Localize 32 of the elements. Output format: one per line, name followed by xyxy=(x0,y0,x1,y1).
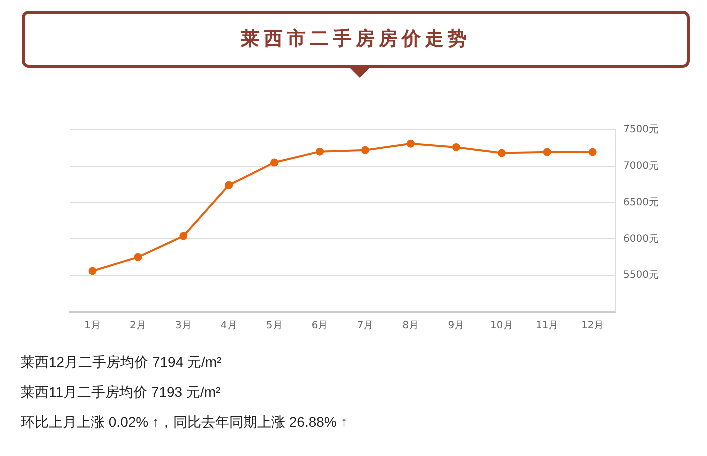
point xyxy=(225,181,234,190)
x-tick-label: 10月 xyxy=(490,320,514,332)
text: 环比上月上涨 0.02% ↑，同比去年同期上涨 26.88% ↑ xyxy=(21,413,348,432)
point xyxy=(362,146,370,154)
point xyxy=(316,148,324,156)
y-tick-label: 7500元 xyxy=(624,124,660,136)
x-tick-label: 7月 xyxy=(357,320,374,332)
x-tick-label: 3月 xyxy=(175,320,192,332)
point xyxy=(588,148,597,156)
point xyxy=(406,140,415,148)
x-tick-label: 6月 xyxy=(312,320,328,332)
point xyxy=(498,149,506,158)
y-tick-label: 5500元 xyxy=(624,270,660,282)
x-tick-label: 11月 xyxy=(536,320,559,332)
text: 莱西11月二手房均价 7193 元/m² xyxy=(21,383,222,402)
x-tick-label: 8月 xyxy=(402,320,420,332)
y-tick-label: 6000元 xyxy=(624,234,660,245)
x-tick-label: 12月 xyxy=(581,320,604,332)
text: 莱西12月二手房均价 7194 元/m² xyxy=(21,353,223,372)
point xyxy=(270,158,279,167)
y-tick-label: 6500元 xyxy=(624,197,660,208)
x-tick-label: 1月 xyxy=(84,320,101,332)
point xyxy=(88,267,97,276)
x-tick-label: 5月 xyxy=(266,320,283,332)
point xyxy=(180,232,188,240)
x-tick-label: 4月 xyxy=(220,320,238,332)
point xyxy=(452,143,460,152)
point xyxy=(543,148,552,156)
x-tick-label: 2月 xyxy=(130,320,146,332)
point xyxy=(134,253,142,262)
y-tick-label: 7000元 xyxy=(624,160,660,172)
x-tick-label: 9月 xyxy=(448,320,465,332)
